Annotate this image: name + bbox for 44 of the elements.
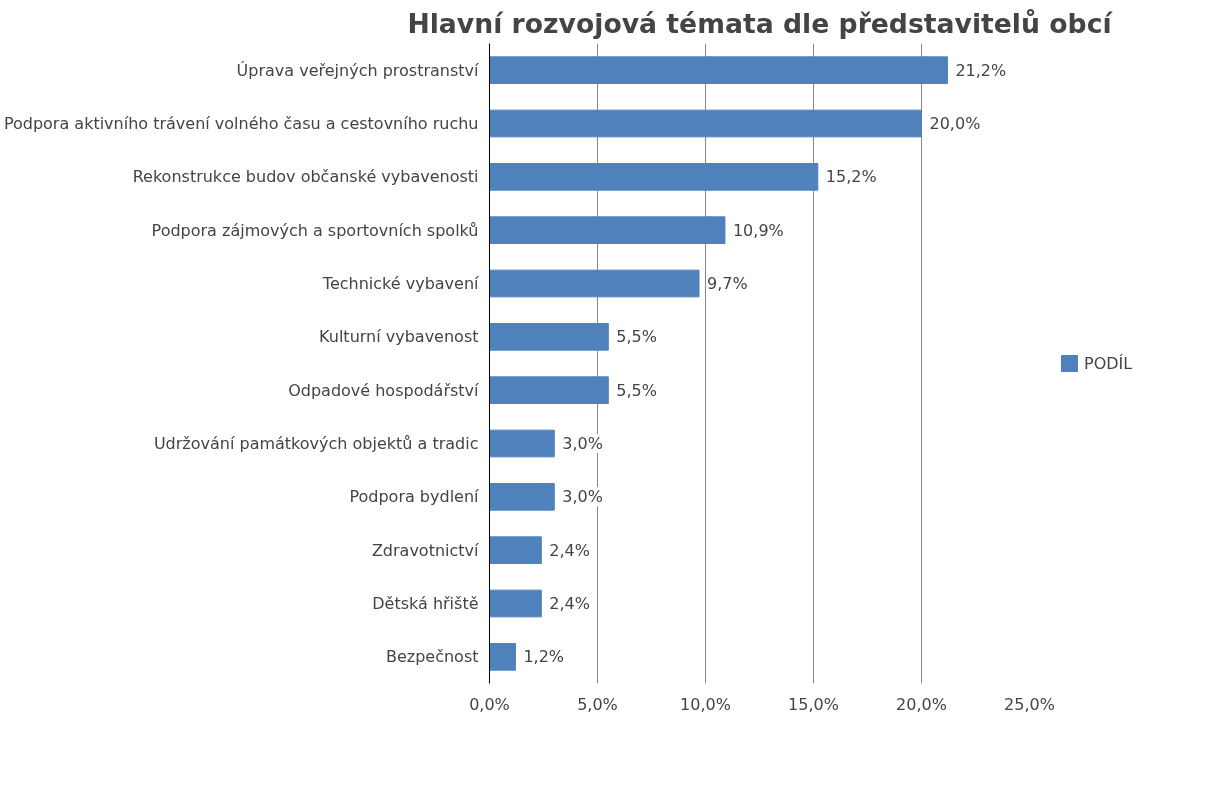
data-label: 15,2%: [825, 167, 877, 187]
bar: [489, 216, 726, 244]
y-tick-label: Bezpečnost: [385, 647, 479, 667]
data-label: 9,7%: [707, 274, 748, 293]
legend-label: PODÍL: [1084, 353, 1133, 373]
data-label: 3,0%: [562, 434, 603, 453]
y-tick-label: Udržování památkových objektů a tradic: [153, 434, 479, 453]
bar: [489, 56, 948, 84]
bar: [489, 589, 542, 618]
y-tick-label: Odpadové hospodářství: [288, 380, 480, 400]
bar: [489, 483, 555, 511]
data-label: 1,2%: [523, 647, 565, 667]
y-tick-label: Kulturní vybavenost: [319, 327, 479, 347]
bar: [489, 323, 609, 351]
data-label: 3,0%: [562, 487, 603, 507]
y-tick-label: Technické vybavení: [321, 274, 480, 293]
data-label: 2,4%: [549, 594, 590, 613]
bar: [489, 429, 555, 458]
data-label: 5,5%: [616, 380, 657, 400]
y-tick-label: Dětská hřiště: [372, 594, 479, 613]
bar: [489, 536, 542, 564]
x-tick-label: 0,0%: [469, 694, 510, 714]
x-tick-label: 10,0%: [680, 694, 731, 714]
y-tick-label: Rekonstrukce budov občanské vybavenosti: [132, 167, 479, 187]
data-label: 10,9%: [732, 220, 784, 240]
y-tick-label: Podpora aktivního trávení volného času a cestovního ruchu: [3, 114, 479, 133]
data-label: 20,0%: [929, 114, 981, 133]
bar: [489, 643, 516, 671]
data-label: 2,4%: [549, 540, 590, 560]
x-tick-label: 5,0%: [577, 694, 618, 714]
x-tick-label: 20,0%: [896, 694, 947, 714]
y-tick-label: Podpora zájmových a sportovních spolků: [151, 220, 479, 240]
bar: [489, 269, 700, 298]
y-tick-label: Zdravotnictví: [371, 540, 480, 560]
data-label: 5,5%: [616, 327, 657, 347]
data-label: 21,2%: [955, 60, 1007, 80]
chart-title: Hlavní rozvojová témata dle představitelů obcí: [407, 7, 1114, 39]
x-tick-label: 15,0%: [788, 694, 839, 714]
bar: [489, 109, 922, 138]
y-tick-label: Podpora bydlení: [349, 487, 480, 507]
bar: [489, 163, 819, 191]
x-tick-label: 25,0%: [1004, 694, 1055, 714]
bar: [489, 376, 609, 404]
y-tick-label: Úprava veřejných prostranství: [236, 60, 480, 80]
